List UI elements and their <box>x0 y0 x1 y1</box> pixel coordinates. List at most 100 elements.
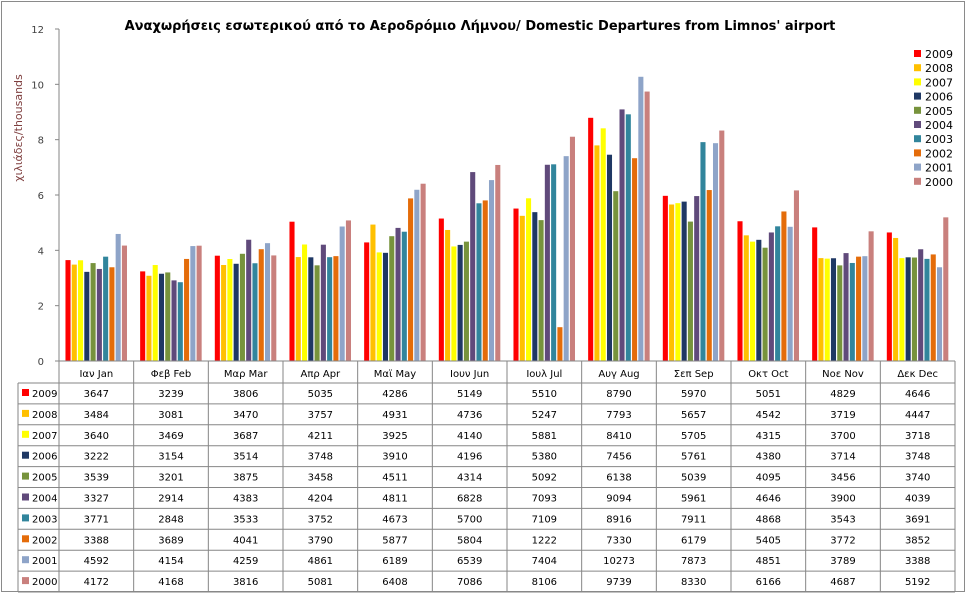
bar-2008-2 <box>221 264 227 361</box>
bar-2007-4 <box>376 252 382 361</box>
table-cell: 3458 <box>308 473 333 484</box>
table-cell: 3539 <box>84 473 109 484</box>
bar-2000-8 <box>719 130 725 361</box>
bar-2008-11 <box>893 237 899 361</box>
table-cell: 8106 <box>532 577 557 588</box>
table-cell: 6189 <box>382 556 407 567</box>
table-cell: 4314 <box>457 473 482 484</box>
table-cell: 4447 <box>905 410 930 421</box>
bar-2002-5 <box>482 200 488 361</box>
bar-2009-2 <box>214 255 220 361</box>
table-cell: 3533 <box>233 514 258 525</box>
table-legend-key <box>22 493 29 501</box>
table-cell: 3327 <box>84 494 109 505</box>
x-tick-label: Ιουν Jun <box>450 369 489 380</box>
bar-2008-9 <box>743 235 749 361</box>
bar-2002-1 <box>184 258 190 361</box>
table-cell: 4511 <box>382 473 407 484</box>
bar-2005-10 <box>837 265 843 361</box>
bar-2004-3 <box>320 244 326 361</box>
bar-2009-4 <box>364 242 370 361</box>
bar-2005-6 <box>538 220 544 361</box>
table-cell: 7109 <box>532 514 557 525</box>
table-cell: 5705 <box>681 431 706 442</box>
y-tick-label: 0 <box>38 357 44 368</box>
table-cell: 4172 <box>84 577 109 588</box>
x-tick-label: Απρ Apr <box>300 369 341 380</box>
table-legend-key <box>22 409 29 417</box>
table-cell: 6408 <box>382 577 407 588</box>
table-cell: 3790 <box>308 535 333 546</box>
bar-2000-1 <box>196 245 202 361</box>
table-cell: 8916 <box>606 514 631 525</box>
legend-label: 2009 <box>925 48 953 61</box>
bar-2004-10 <box>843 253 849 361</box>
table-cell: 4140 <box>457 431 482 442</box>
table-cell: 5510 <box>532 389 557 400</box>
legend-key-2007 <box>914 78 921 86</box>
bar-2005-8 <box>687 221 693 361</box>
table-cell: 5761 <box>681 452 706 463</box>
legend-label: 2001 <box>925 162 953 175</box>
table-cell: 3789 <box>830 556 855 567</box>
bar-2009-6 <box>513 208 519 361</box>
table-cell: 4829 <box>830 389 855 400</box>
table-cell: 2914 <box>158 494 183 505</box>
bar-2007-0 <box>78 260 84 361</box>
bar-2008-6 <box>519 215 525 361</box>
legend-key-2008 <box>914 64 921 72</box>
table-cell: 4154 <box>158 556 183 567</box>
bar-2000-7 <box>644 91 650 362</box>
bar-2006-6 <box>532 212 538 361</box>
bar-2000-11 <box>943 217 949 361</box>
bar-2001-8 <box>712 143 719 361</box>
table-cell: 4811 <box>382 494 407 505</box>
table-cell: 4646 <box>905 389 930 400</box>
bar-2005-2 <box>239 253 245 361</box>
bar-2001-4 <box>414 189 420 361</box>
legend-key-2001 <box>914 163 921 171</box>
table-cell: 5961 <box>681 494 706 505</box>
table-cell: 4196 <box>457 452 482 463</box>
legend-label: 2008 <box>925 62 953 75</box>
bar-2002-0 <box>109 267 115 361</box>
bar-2009-9 <box>737 221 743 361</box>
table-cell: 3752 <box>308 514 333 525</box>
y-tick-label: 2 <box>38 302 44 313</box>
bar-2001-3 <box>339 226 345 361</box>
table-legend-key <box>22 577 29 585</box>
bar-2000-4 <box>420 183 426 361</box>
table-cell: 8410 <box>606 431 631 442</box>
bar-2005-3 <box>314 265 320 361</box>
table-cell: 7873 <box>681 556 706 567</box>
y-tick-label: 8 <box>38 136 44 147</box>
legend-key-2004 <box>914 121 921 128</box>
table-cell: 5039 <box>681 473 706 484</box>
bar-2007-6 <box>526 198 532 361</box>
x-tick-label: Σεπ Sep <box>674 369 714 380</box>
bar-2007-11 <box>899 258 905 361</box>
table-series-label: 2003 <box>32 514 57 525</box>
bar-2006-4 <box>382 252 389 361</box>
y-axis-label: χιλιάδες/thousands <box>12 74 25 182</box>
table-cell: 4204 <box>308 494 333 505</box>
y-axis: 0 2 4 6 8 10 12 <box>31 25 60 368</box>
bar-2000-2 <box>271 255 277 361</box>
table-cell: 3687 <box>233 431 258 442</box>
legend-key-2003 <box>914 135 921 143</box>
bar-2006-10 <box>830 258 837 361</box>
bar-2008-5 <box>445 229 451 361</box>
bar-2002-3 <box>333 256 339 361</box>
legend-key-2000 <box>914 177 921 185</box>
table-cell: 3748 <box>905 452 930 463</box>
table-legend-key <box>22 514 29 522</box>
bar-2006-9 <box>756 239 762 361</box>
table-cell: 4315 <box>756 431 781 442</box>
bar-2003-8 <box>700 142 706 361</box>
table-legend-key <box>22 389 29 396</box>
bar-2003-1 <box>177 282 183 361</box>
legend-key-2002 <box>914 149 921 157</box>
bar-2008-8 <box>669 204 675 361</box>
table-cell: 3543 <box>830 514 855 525</box>
